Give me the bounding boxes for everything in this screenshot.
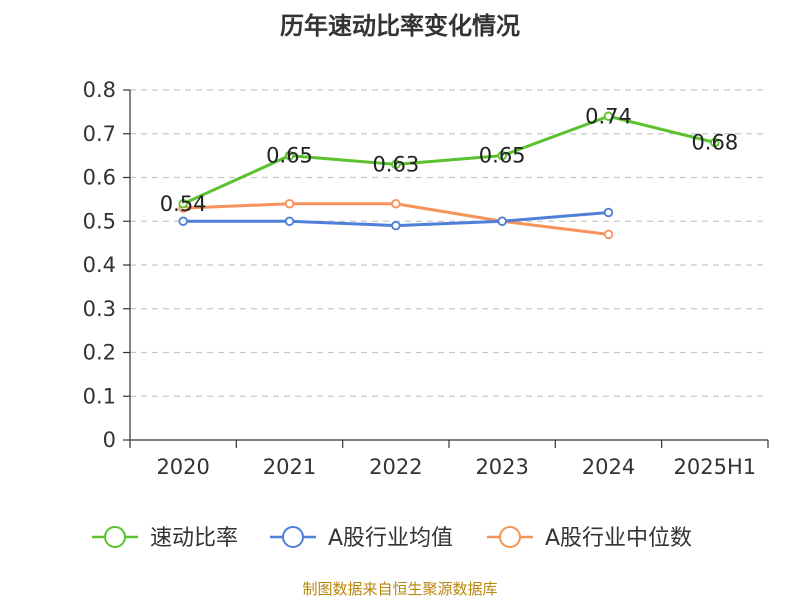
x-tick-label: 2023	[475, 455, 528, 479]
data-point	[710, 137, 720, 148]
legend-marker-icon	[104, 526, 126, 548]
x-tick-label: 2020	[156, 455, 209, 479]
data-label: 0.63	[372, 152, 419, 176]
y-tick-label: 0.7	[83, 122, 116, 146]
y-tick-label: 0.8	[83, 78, 116, 102]
data-point	[497, 150, 507, 161]
source-note: 制图数据来自恒生聚源数据库	[302, 580, 498, 598]
x-tick-label: 2022	[369, 455, 422, 479]
axes: 0 0.1 0.2 0.3 0.4 0.5 0.6 0.7 0.8 2020 2021 2022 202…	[83, 78, 769, 479]
data-point	[603, 229, 614, 240]
y-tick-label: 0.6	[83, 166, 116, 190]
data-point	[391, 220, 401, 231]
data-label: 0.74	[585, 104, 632, 128]
data-point	[284, 216, 295, 226]
series	[178, 111, 720, 240]
series-line	[182, 114, 716, 206]
legend-marker-icon	[499, 526, 521, 548]
y-tick-label: 0.1	[83, 384, 116, 408]
data-point	[603, 111, 614, 121]
x-tick-label: 2025H1	[674, 455, 757, 479]
data-point	[391, 199, 401, 209]
x-tick-label: 2024	[582, 455, 635, 479]
data-point	[284, 150, 295, 161]
data-label: 0.54	[160, 192, 207, 216]
y-tick-label: 0.5	[83, 209, 116, 233]
legend-label: 速动比率	[150, 526, 238, 551]
chart-title: 历年速动比率变化情况	[280, 12, 520, 40]
legend-label: A股行业中位数	[545, 526, 692, 551]
data-label: 0.65	[266, 144, 313, 168]
data-point	[284, 199, 295, 209]
data-point	[178, 199, 188, 209]
data-point	[603, 207, 614, 218]
data-point	[391, 159, 401, 170]
legend-marker-icon	[282, 526, 304, 548]
gridlines	[130, 89, 768, 397]
data-label: 0.68	[691, 131, 738, 155]
x-tick-label: 2021	[263, 455, 316, 479]
y-tick-label: 0.2	[83, 341, 116, 365]
legend-label: A股行业均值	[328, 526, 453, 551]
y-tick-label: 0.3	[83, 297, 116, 321]
data-point	[497, 216, 507, 226]
y-tick-label: 0.4	[83, 253, 116, 277]
data-point	[178, 216, 188, 226]
legend: 速动比率 A股行业均值 A股行业中位数	[92, 526, 692, 551]
data-label: 0.65	[479, 144, 526, 168]
y-tick-label: 0	[103, 428, 116, 452]
data-labels: 0.54 0.65 0.63 0.65 0.74 0.68	[160, 104, 738, 216]
